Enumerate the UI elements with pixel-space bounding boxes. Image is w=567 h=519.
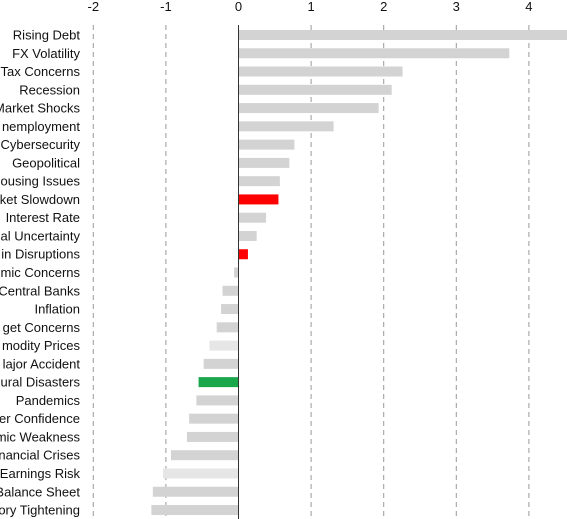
- category-label: FX Volatility: [12, 46, 80, 61]
- category-label: modity Prices: [2, 338, 81, 353]
- bar: [238, 66, 403, 77]
- x-tick-labels: -2 -1 0 1 2 3 4: [88, 0, 533, 14]
- bar: [238, 30, 567, 40]
- bar: [196, 395, 239, 406]
- bar: [209, 340, 239, 351]
- bar: [221, 304, 239, 315]
- category-label: Earnings Risk: [0, 466, 80, 481]
- bars: [151, 30, 567, 516]
- x-tick-label: 2: [380, 0, 387, 14]
- category-labels: Rising Debt FX Volatility Tax Concerns Rece…: [0, 28, 80, 518]
- bar: [162, 468, 239, 479]
- bar: [189, 413, 239, 424]
- bar: [234, 267, 239, 278]
- category-label: al Uncertainty: [1, 228, 81, 243]
- bar: [151, 505, 239, 516]
- category-label: ket Slowdown: [0, 192, 80, 207]
- category-label: Recession: [19, 82, 80, 97]
- category-label: Market Shocks: [0, 101, 80, 116]
- category-label: in Disruptions: [1, 247, 80, 262]
- bar: [203, 358, 239, 369]
- category-label: er Confidence: [0, 411, 80, 426]
- category-label: Tax Concerns: [1, 64, 81, 79]
- bar: [170, 450, 239, 461]
- category-label: lajor Accident: [3, 356, 81, 371]
- category-label: nancial Crises: [0, 448, 80, 463]
- bar: [186, 431, 239, 442]
- bar: [216, 322, 239, 333]
- x-tick-label: 1: [307, 0, 314, 14]
- bar: [198, 377, 239, 388]
- bar: [152, 486, 239, 497]
- category-label: ousing Issues: [1, 174, 81, 189]
- x-tick-label: 4: [525, 0, 532, 14]
- bar: [238, 230, 257, 241]
- x-tick-label: -2: [88, 0, 100, 14]
- category-label: nemployment: [2, 119, 80, 134]
- category-label: Geopolitical: [12, 155, 80, 170]
- category-label: Cybersecurity: [1, 137, 81, 152]
- bar: [222, 285, 239, 296]
- category-label: mic Weakness: [0, 429, 80, 444]
- bar: [238, 212, 267, 223]
- category-label: Rising Debt: [13, 28, 81, 43]
- bar: [238, 48, 510, 59]
- bar: [238, 121, 334, 132]
- bar: [238, 103, 379, 114]
- bar: [238, 249, 248, 260]
- x-tick-label: 0: [235, 0, 242, 14]
- bar: [238, 176, 280, 187]
- bar: [238, 139, 295, 150]
- x-tick-label: 3: [453, 0, 460, 14]
- category-label: mic Concerns: [1, 265, 81, 280]
- category-label: get Concerns: [3, 320, 81, 335]
- category-label: Inflation: [34, 302, 80, 317]
- category-label: ural Disasters: [1, 375, 81, 390]
- x-tick-label: -1: [160, 0, 172, 14]
- bar: [238, 157, 290, 168]
- category-label: Central Banks: [0, 283, 80, 298]
- bar: [238, 84, 392, 95]
- category-label: Balance Sheet: [0, 484, 80, 499]
- category-label: ory Tightening: [0, 503, 80, 518]
- category-label: Interest Rate: [6, 210, 80, 225]
- category-label: Pandemics: [16, 393, 81, 408]
- gridlines: [92, 25, 530, 519]
- bar: [238, 194, 279, 205]
